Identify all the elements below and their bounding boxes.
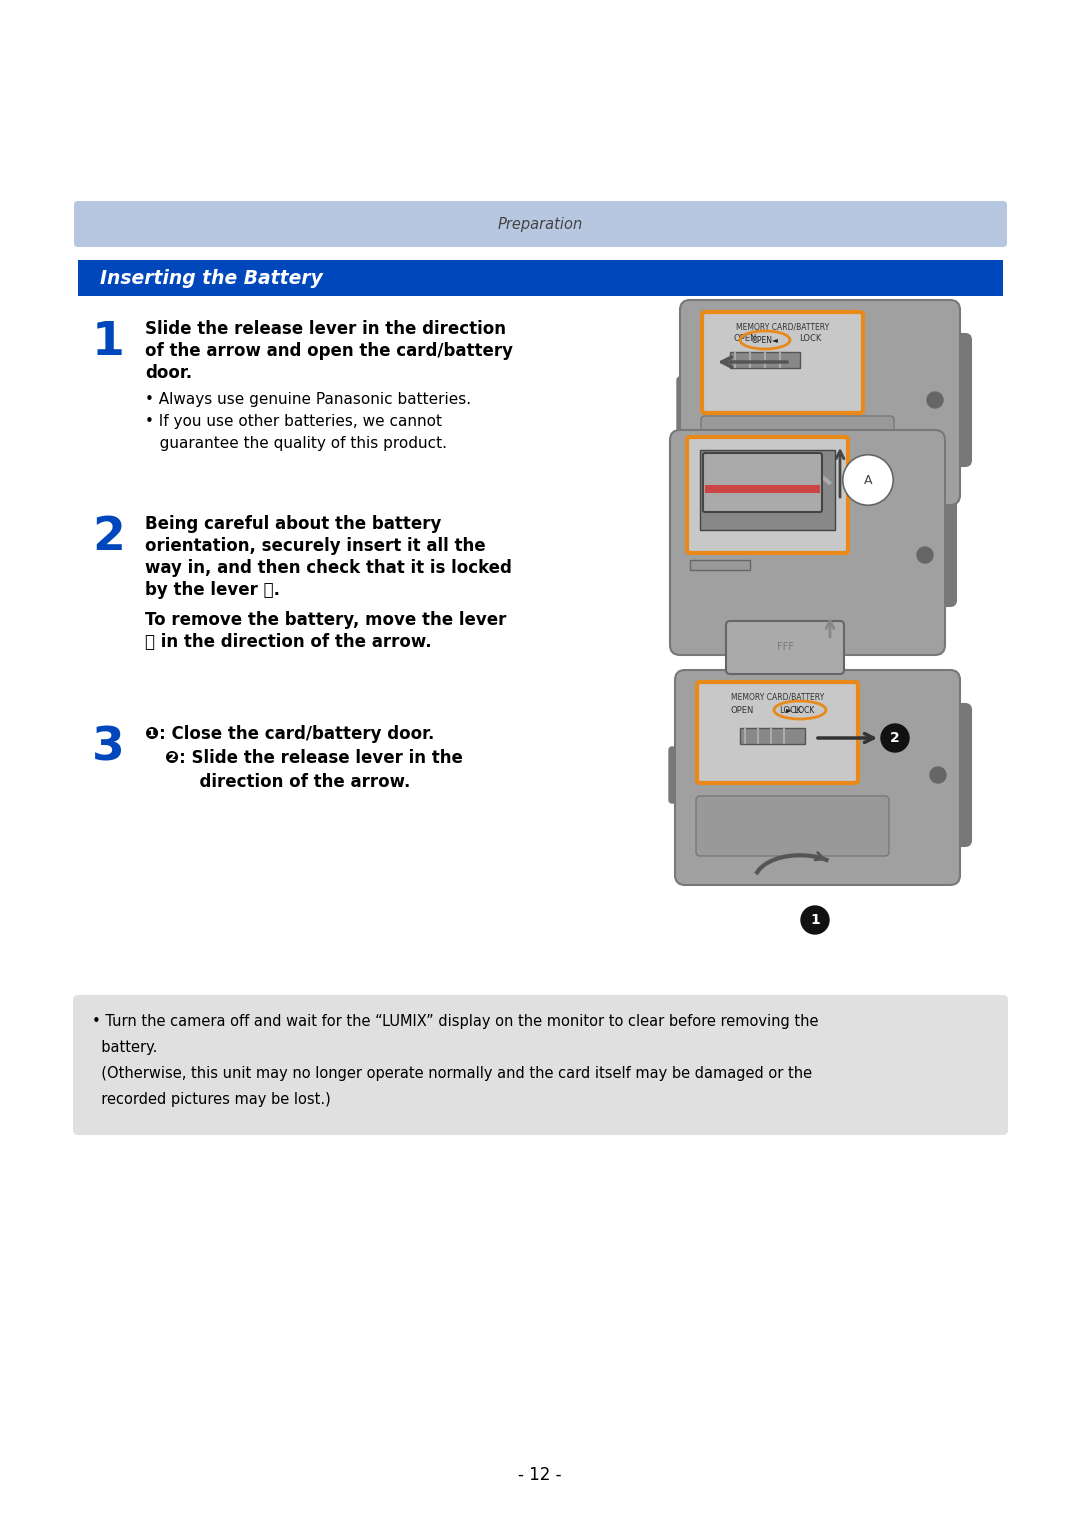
FancyBboxPatch shape [73,995,1008,1135]
Text: Preparation: Preparation [498,217,582,232]
Bar [700,450,835,530]
FancyBboxPatch shape [669,748,693,803]
FancyBboxPatch shape [914,703,971,845]
Text: of the arrow and open the card/battery: of the arrow and open the card/battery [145,342,513,360]
FancyBboxPatch shape [687,436,848,552]
Text: Inserting the Battery: Inserting the Battery [100,269,323,287]
FancyBboxPatch shape [75,201,1007,247]
Text: 2: 2 [92,514,125,560]
FancyBboxPatch shape [680,301,960,505]
Text: OPEN◄: OPEN◄ [752,336,779,345]
Text: - 12 -: - 12 - [518,1466,562,1483]
Text: by the lever Ⓐ.: by the lever Ⓐ. [145,581,280,600]
Text: MEMORY CARD/BATTERY: MEMORY CARD/BATTERY [737,322,829,331]
Text: recorded pictures may be lost.): recorded pictures may be lost.) [92,1093,330,1106]
Text: ❷: Slide the release lever in the: ❷: Slide the release lever in the [165,749,463,768]
FancyBboxPatch shape [703,453,822,513]
FancyBboxPatch shape [702,311,863,414]
Text: Being careful about the battery: Being careful about the battery [145,514,442,533]
FancyBboxPatch shape [677,377,703,433]
Circle shape [881,723,909,752]
FancyBboxPatch shape [914,334,971,465]
Bar [730,353,800,368]
Text: orientation, securely insert it all the: orientation, securely insert it all the [145,537,486,555]
Text: To remove the battery, move the lever: To remove the battery, move the lever [145,610,507,629]
Circle shape [927,392,943,407]
Text: 1: 1 [810,913,820,926]
FancyBboxPatch shape [675,670,960,885]
FancyBboxPatch shape [696,797,889,856]
Text: • Turn the camera off and wait for the “LUMIX” display on the monitor to clear b: • Turn the camera off and wait for the “… [92,1013,819,1029]
FancyBboxPatch shape [701,417,894,475]
Text: 3: 3 [92,725,125,771]
Text: 2: 2 [890,731,900,745]
FancyBboxPatch shape [697,682,858,783]
Text: LOCK: LOCK [799,334,821,342]
Bar [740,728,805,745]
Text: Ⓐ in the direction of the arrow.: Ⓐ in the direction of the arrow. [145,633,432,652]
Circle shape [930,768,946,783]
Text: • Always use genuine Panasonic batteries.: • Always use genuine Panasonic batteries… [145,392,471,407]
Text: door.: door. [145,365,192,382]
Text: way in, and then check that it is locked: way in, and then check that it is locked [145,559,512,577]
Text: ► LOCK: ► LOCK [786,705,814,714]
Polygon shape [690,560,750,571]
Text: LOCK: LOCK [779,705,801,714]
FancyBboxPatch shape [670,430,945,655]
Text: (Otherwise, this unit may no longer operate normally and the card itself may be : (Otherwise, this unit may no longer oper… [92,1067,812,1080]
Text: FFF: FFF [777,642,794,652]
Text: direction of the arrow.: direction of the arrow. [165,774,410,790]
Text: OPEN: OPEN [730,705,754,714]
Circle shape [917,546,933,563]
Bar [78,259,1003,296]
Circle shape [801,906,829,934]
Text: A: A [864,473,873,487]
Text: guarantee the quality of this product.: guarantee the quality of this product. [145,436,447,452]
Text: battery.: battery. [92,1041,158,1054]
Text: MEMORY CARD/BATTERY: MEMORY CARD/BATTERY [731,691,825,700]
FancyBboxPatch shape [899,464,956,606]
Bar [705,485,820,493]
FancyBboxPatch shape [726,621,843,674]
Text: OPEN: OPEN [733,334,757,342]
Text: ❶: Close the card/battery door.: ❶: Close the card/battery door. [145,725,434,743]
Text: • If you use other batteries, we cannot: • If you use other batteries, we cannot [145,414,442,429]
Text: Slide the release lever in the direction: Slide the release lever in the direction [145,320,507,337]
Text: 1: 1 [92,320,125,365]
